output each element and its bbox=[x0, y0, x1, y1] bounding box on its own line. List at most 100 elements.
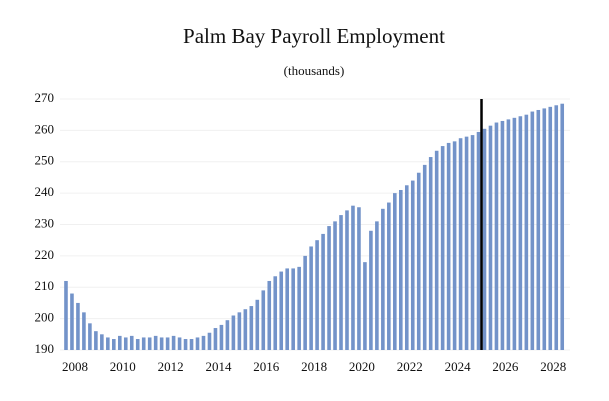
bar bbox=[398, 189, 403, 350]
bar bbox=[452, 141, 457, 350]
bar bbox=[183, 339, 188, 350]
bar bbox=[476, 131, 481, 350]
x-tick-label: 2022 bbox=[397, 359, 423, 374]
bar bbox=[464, 136, 469, 350]
y-tick-label: 190 bbox=[35, 341, 55, 356]
bar bbox=[201, 335, 206, 350]
bar bbox=[159, 337, 164, 350]
bar bbox=[524, 114, 529, 350]
bar bbox=[434, 150, 439, 350]
bar bbox=[177, 337, 182, 350]
bar bbox=[64, 280, 68, 350]
bar bbox=[333, 221, 337, 350]
bar bbox=[470, 135, 475, 350]
bar bbox=[458, 138, 463, 350]
y-tick-label: 210 bbox=[35, 278, 55, 293]
bar bbox=[440, 146, 445, 350]
bar bbox=[422, 164, 427, 350]
bar bbox=[291, 268, 295, 350]
bar bbox=[261, 290, 266, 350]
bar bbox=[518, 116, 523, 350]
bar bbox=[327, 226, 331, 350]
bar bbox=[542, 108, 547, 350]
bar bbox=[554, 105, 559, 351]
x-tick-label: 2008 bbox=[62, 359, 88, 374]
x-tick-label: 2028 bbox=[540, 359, 566, 374]
bar bbox=[231, 315, 236, 350]
bar bbox=[279, 271, 284, 350]
bar bbox=[165, 337, 170, 350]
chart-subtitle: (thousands) bbox=[284, 63, 345, 78]
bar bbox=[82, 312, 86, 350]
bar bbox=[303, 255, 307, 350]
x-tick-label: 2010 bbox=[110, 359, 136, 374]
x-tick-label: 2026 bbox=[492, 359, 519, 374]
bar bbox=[112, 339, 116, 350]
bar bbox=[70, 293, 74, 350]
bar bbox=[446, 142, 451, 350]
bar bbox=[410, 180, 415, 350]
x-tick-label: 2012 bbox=[158, 359, 184, 374]
bar bbox=[94, 331, 98, 350]
y-tick-label: 250 bbox=[35, 153, 55, 168]
bar bbox=[482, 128, 487, 350]
x-tick-label: 2016 bbox=[253, 359, 280, 374]
bar bbox=[321, 233, 325, 350]
bar bbox=[363, 262, 367, 350]
bar bbox=[273, 276, 278, 350]
y-tick-label: 200 bbox=[35, 310, 55, 325]
bar bbox=[393, 193, 397, 350]
bar bbox=[351, 205, 355, 350]
bar bbox=[536, 109, 541, 350]
bar bbox=[488, 125, 493, 350]
bar bbox=[500, 120, 505, 351]
bar bbox=[375, 221, 379, 350]
y-tick-label: 220 bbox=[35, 247, 55, 262]
bar bbox=[213, 328, 218, 350]
bar bbox=[315, 240, 319, 350]
chart-title: Palm Bay Payroll Employment bbox=[183, 24, 445, 48]
bar bbox=[88, 323, 92, 350]
bar bbox=[100, 334, 104, 350]
bar bbox=[135, 339, 140, 350]
bar bbox=[387, 202, 391, 350]
bar bbox=[106, 337, 110, 350]
bar bbox=[171, 335, 176, 350]
bar bbox=[207, 332, 212, 350]
bar bbox=[249, 306, 254, 350]
bar bbox=[76, 302, 80, 350]
bar bbox=[285, 268, 289, 350]
bar bbox=[267, 280, 272, 350]
y-tick-label: 230 bbox=[35, 215, 55, 230]
bar bbox=[357, 207, 361, 350]
bar bbox=[189, 339, 194, 350]
bar bbox=[530, 111, 535, 350]
bar bbox=[153, 335, 158, 350]
y-tick-label: 260 bbox=[35, 121, 55, 136]
bar bbox=[416, 172, 421, 350]
bar bbox=[494, 122, 499, 350]
bar bbox=[297, 266, 301, 350]
bar bbox=[195, 337, 200, 350]
y-tick-label: 240 bbox=[35, 184, 55, 199]
bar bbox=[560, 103, 565, 350]
bar bbox=[381, 208, 385, 350]
bar bbox=[237, 312, 242, 350]
bar bbox=[255, 299, 260, 350]
y-tick-label: 270 bbox=[35, 90, 55, 105]
bar bbox=[339, 215, 343, 350]
bar bbox=[506, 119, 511, 350]
bar bbox=[309, 246, 313, 350]
bar bbox=[428, 157, 433, 350]
bar bbox=[404, 185, 409, 350]
bar bbox=[512, 117, 517, 350]
x-tick-label: 2014 bbox=[205, 359, 232, 374]
x-tick-label: 2024 bbox=[445, 359, 472, 374]
bar bbox=[141, 337, 146, 350]
bar bbox=[548, 106, 553, 350]
bar bbox=[345, 210, 349, 350]
bar bbox=[117, 335, 122, 350]
bar bbox=[129, 335, 134, 350]
bar bbox=[225, 320, 230, 350]
